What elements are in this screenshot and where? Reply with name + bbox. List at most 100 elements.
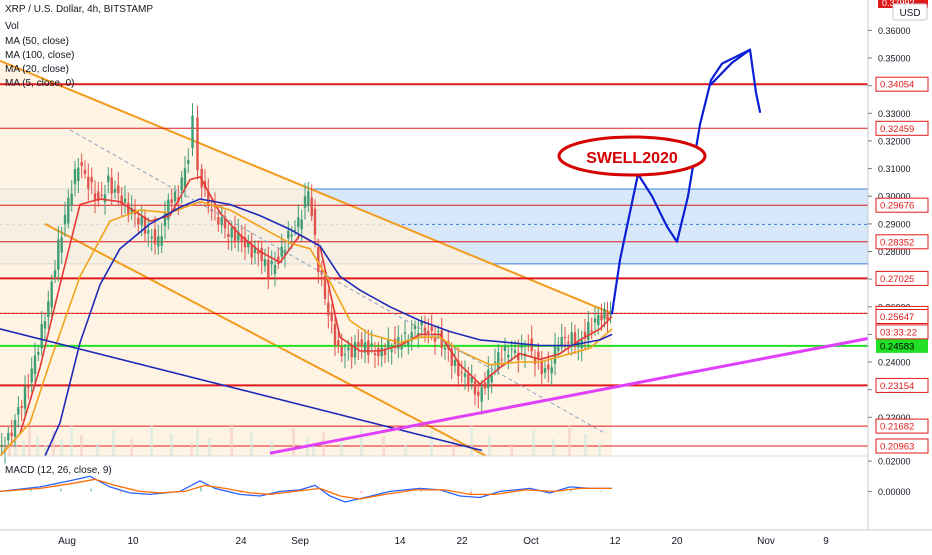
price-badge-bg	[875, 234, 929, 250]
macd-signal-line	[0, 478, 612, 500]
price-badge-bg	[875, 197, 929, 213]
candle-body	[240, 236, 243, 243]
candle-body	[67, 197, 70, 224]
candle-body	[573, 332, 577, 347]
annotation-ellipse	[557, 135, 707, 177]
macd-histogram-bar	[600, 490, 602, 492]
candle-body	[460, 372, 463, 374]
volume-bar	[510, 444, 513, 456]
candle-body	[191, 115, 194, 148]
candle-body	[207, 191, 210, 204]
time-tick-label: 22	[456, 536, 468, 547]
volume-bar	[598, 443, 601, 456]
annotation-label: SWELL2020	[586, 150, 678, 167]
candle-body	[400, 347, 403, 350]
price-badge-bg	[875, 438, 929, 454]
candle-body	[127, 202, 130, 216]
candle-body	[17, 407, 20, 415]
ma-layer	[0, 176, 613, 457]
currency-selector[interactable]: USD	[899, 8, 920, 19]
legend-ma5: MA (5, close, 0)	[5, 78, 74, 89]
volume-bar	[452, 440, 455, 456]
volume-bar	[44, 445, 47, 456]
volume-bar	[8, 446, 11, 456]
candle-body	[433, 337, 437, 342]
ma-line-ma-100-close-	[0, 328, 483, 452]
volume-bar	[150, 425, 153, 456]
candle-body	[217, 217, 220, 225]
price-badge-bg	[875, 76, 929, 92]
volume-bar	[312, 446, 315, 456]
candle-body	[117, 185, 120, 194]
candle-body	[410, 332, 413, 341]
channel-upper-line	[0, 59, 613, 315]
candle-body	[570, 332, 573, 344]
volume-bar	[170, 434, 173, 456]
price-tick-label: 0.24000	[878, 358, 911, 368]
price-badge-label: 0.34054	[880, 80, 914, 91]
candle-body	[290, 234, 293, 237]
price-tick-label: 0.29000	[878, 219, 911, 229]
price-tick-label: 0.36000	[878, 26, 911, 36]
volume-bar	[382, 436, 385, 456]
macd-tick-label: 0.02000	[878, 457, 911, 467]
candle-body	[180, 177, 183, 191]
candle-body	[493, 361, 497, 363]
candle-body	[593, 318, 597, 323]
candle-body	[563, 337, 567, 338]
chart-title: XRP / U.S. Dollar, 4h, BITSTAMP	[5, 4, 153, 15]
macd-histogram-bar	[360, 491, 362, 493]
candle-body	[70, 193, 73, 206]
candle-body	[297, 217, 300, 228]
volume-bar	[96, 444, 99, 456]
channel-layer	[0, 59, 613, 457]
candle-body	[113, 188, 117, 193]
macd-axis: 0.02000 0.00000	[868, 457, 911, 497]
time-scale[interactable]	[0, 530, 932, 550]
candle-body	[550, 367, 553, 374]
time-tick-label: Aug	[58, 536, 76, 547]
time-tick-label: 10	[127, 536, 139, 547]
candle-body	[107, 175, 110, 183]
candle-body	[97, 191, 100, 201]
candle-body	[380, 347, 383, 357]
volume-bar	[360, 427, 363, 456]
volume-bar	[552, 439, 555, 456]
candle-body	[77, 167, 80, 182]
price-badge-label: 0.21682	[880, 422, 914, 433]
price-badge-bg	[875, 120, 929, 136]
candle-body	[503, 346, 507, 351]
volume-bar	[196, 429, 199, 456]
macd-legend: MACD (12, 26, close, 9)	[5, 465, 112, 476]
candle-body	[80, 161, 83, 166]
candle-body	[233, 227, 237, 241]
candle-body	[487, 369, 490, 389]
candle-body	[47, 301, 50, 317]
price-tick-label: 0.32000	[878, 136, 911, 146]
price-badge-bg	[875, 309, 929, 324]
candle-body	[60, 237, 63, 253]
candle-body	[277, 256, 280, 264]
volume-bar	[250, 433, 253, 456]
candle-body	[347, 347, 350, 351]
candle-body	[463, 373, 467, 377]
candle-body	[490, 375, 493, 383]
macd-tick-label: 0.00000	[878, 487, 911, 497]
candle-body	[453, 359, 457, 366]
candle-body	[187, 160, 190, 164]
price-badge-label: 0.24583	[880, 341, 914, 352]
level-layer	[0, 83, 868, 447]
candle-body	[153, 229, 157, 245]
candle-body	[337, 340, 340, 347]
volume-bar	[130, 439, 133, 456]
candle-body	[137, 217, 140, 225]
candle-body	[413, 325, 417, 329]
candle-body	[267, 259, 270, 278]
candle-body	[480, 387, 483, 402]
candle-body	[407, 339, 410, 346]
price-tick-label: 0.28000	[878, 247, 911, 257]
volume-bar	[270, 442, 273, 456]
volume-bar	[208, 438, 211, 456]
